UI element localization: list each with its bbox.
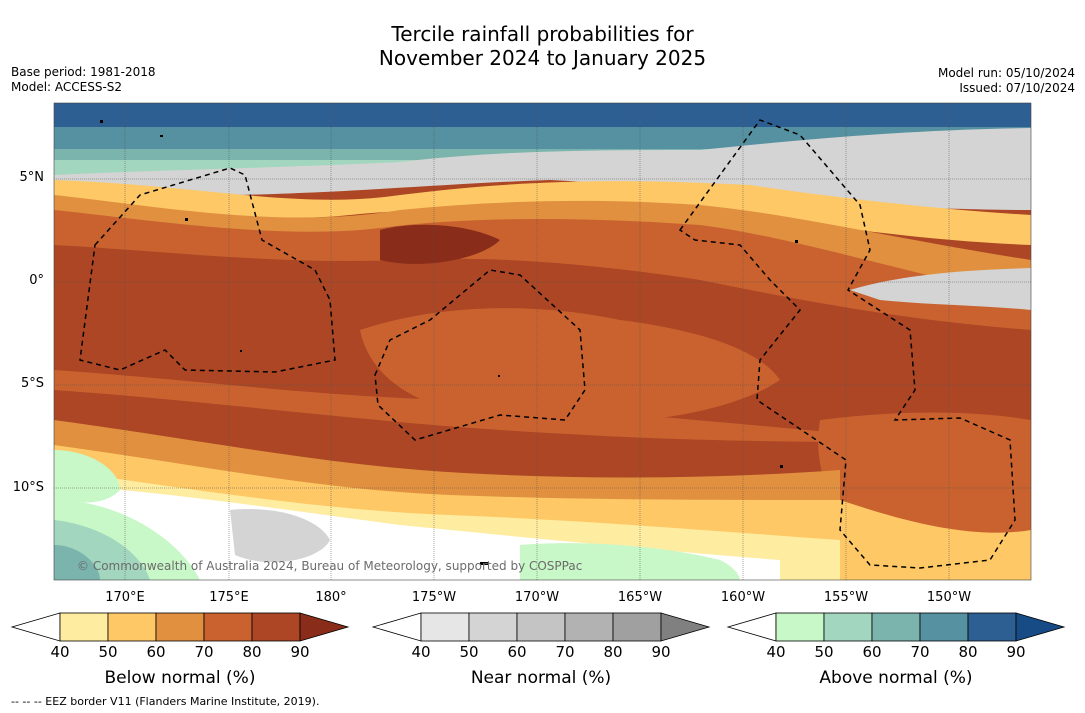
eez-west — [79, 167, 336, 373]
model-name: Model: ACCESS-S2 — [11, 80, 123, 94]
colorbar-tick-label: 90 — [290, 643, 310, 661]
lat-label-5n: 5°N — [19, 170, 45, 185]
below-70-southeast — [818, 412, 1031, 542]
lon-label-160w: 160°W — [720, 590, 766, 605]
map-frame — [53, 102, 1032, 581]
title-line-2: November 2024 to January 2025 — [378, 46, 707, 70]
map-area — [54, 103, 1031, 580]
lon-label-150w: 150°W — [926, 590, 972, 605]
lon-label-155w: 155°W — [823, 590, 869, 605]
lon-label-175e: 175°E — [209, 590, 249, 605]
colorbar-tick-label: 90 — [651, 643, 671, 661]
eez-east — [678, 119, 1016, 569]
above-70-southwest — [54, 545, 100, 580]
colorbar-title: Below normal (%) — [104, 668, 256, 688]
below-90-patch — [380, 224, 500, 264]
colorbar-tick-label: 70 — [555, 643, 575, 661]
lon-label-165w: 165°W — [617, 590, 663, 605]
chart-title: Tercile rainfall probabilities for Novem… — [0, 22, 1085, 70]
lon-label-175w: 175°W — [411, 590, 457, 605]
lon-label-170e: 170°E — [105, 590, 145, 605]
colorbar-tick-label: 90 — [1006, 643, 1026, 661]
colorbar-tick-label: 80 — [958, 643, 978, 661]
near-normal-north — [54, 128, 1031, 210]
lat-label-10s: 10°S — [12, 480, 44, 495]
model-run: Model run: 05/10/2024 — [937, 66, 1075, 80]
colorbar-tick-label: 40 — [411, 643, 431, 661]
grid-lines — [54, 103, 1031, 580]
colorbar-tick-label: 60 — [862, 643, 882, 661]
issued-date: Issued: 07/10/2024 — [959, 81, 1075, 95]
lat-label-5s: 5°S — [20, 376, 44, 391]
above-50-south — [520, 543, 740, 580]
eez-central — [374, 269, 586, 441]
colorbar-tick-label: 80 — [603, 643, 623, 661]
colorbar-tick-label: 50 — [459, 643, 479, 661]
colorbar-tick-label: 40 — [766, 643, 786, 661]
islands — [100, 120, 798, 565]
below-70-north — [54, 210, 1031, 330]
colorbar-title: Above normal (%) — [819, 668, 973, 688]
band-north-dark — [54, 103, 1031, 127]
colorbar-tick-label: 50 — [814, 643, 834, 661]
lat-label-0: 0° — [29, 273, 44, 288]
colorbar-tick-label: 50 — [98, 643, 118, 661]
colorbar-tick-label: 70 — [194, 643, 214, 661]
colorbar-tick-label: 60 — [146, 643, 166, 661]
above-50-southwest — [54, 450, 120, 503]
meta-right: Model run: 05/10/2024 Issued: 07/10/2024 — [938, 66, 1075, 96]
title-line-1: Tercile rainfall probabilities for — [391, 22, 694, 46]
colorbar-tick-label: 40 — [50, 643, 70, 661]
below-50-north — [54, 180, 1031, 245]
base-period: Base period: 1981-2018 — [11, 65, 156, 79]
below-60-north — [54, 195, 1031, 290]
colorbar-title: Near normal (%) — [470, 668, 612, 688]
meta-left: Base period: 1981-2018 Model: ACCESS-S2 — [11, 65, 156, 95]
lon-label-180: 180° — [315, 590, 347, 605]
colorbar-tick-label: 60 — [507, 643, 527, 661]
near-normal-east — [850, 268, 1031, 310]
map-credit: © Commonwealth of Australia 2024, Bureau… — [77, 559, 583, 573]
colorbar-tick-label: 70 — [910, 643, 930, 661]
eez-borders — [79, 119, 1016, 569]
footer-note: -- -- -- EEZ border V11 (Flanders Marine… — [11, 695, 320, 708]
below-70-central — [360, 308, 780, 424]
near-normal-south — [230, 509, 330, 563]
colorbar-tick-label: 80 — [242, 643, 262, 661]
lon-label-170w: 170°W — [514, 590, 560, 605]
